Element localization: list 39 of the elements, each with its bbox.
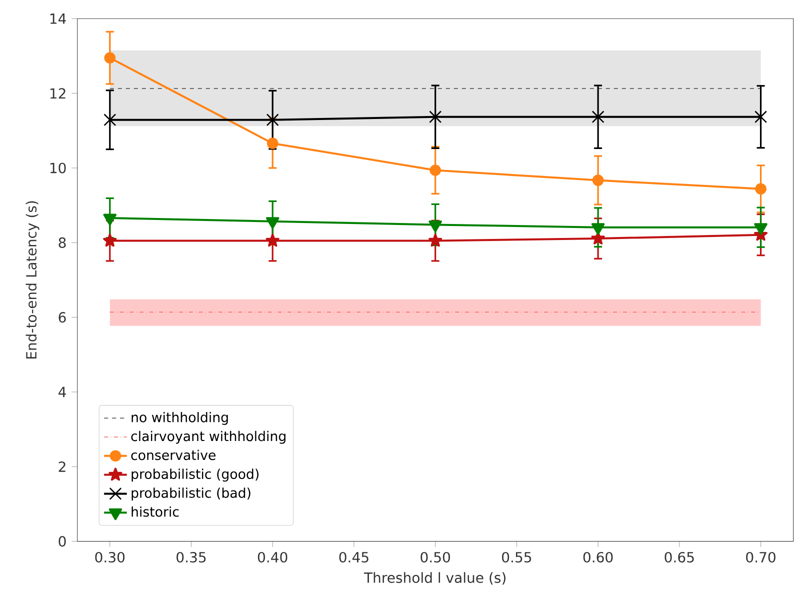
x-tick-label: 0.60 [583,552,613,563]
point [266,114,279,126]
x-tick-label: 0.55 [502,552,532,563]
y-tick-label: 4 [58,386,66,398]
y-tick-label: 10 [50,162,66,174]
legend-label: clairvoyant withholding [131,430,286,444]
x-tick-label: 0.70 [746,552,776,563]
point [266,138,278,150]
point [592,110,604,124]
y-tick-label: 8 [58,237,66,248]
point [428,234,442,247]
y-tick-label: 0 [58,536,66,547]
point [755,183,766,195]
x-tick-label: 0.50 [420,552,450,563]
x-tick-label: 0.35 [176,552,206,563]
x-tick-label: 0.45 [339,552,368,563]
point [104,52,116,64]
x-tick-label: 0.40 [258,552,288,563]
x-tick-label: 0.30 [95,552,125,563]
point [591,231,605,244]
point [754,110,768,124]
y-tick-label: 2 [58,461,66,472]
legend-label: conservative [131,450,216,460]
y-tick-label: 6 [58,312,66,323]
x-tick-label: 0.65 [664,552,694,563]
point [592,174,604,186]
point [266,234,280,247]
y-tick-label: 14 [50,14,66,24]
point [429,110,442,124]
point [430,164,441,176]
point [104,114,116,126]
legend-label: historic [132,506,179,517]
y-axis-title: End-to-end Latency (s) [26,201,40,359]
legend-label: no withholding [132,412,228,425]
point [103,234,117,247]
x-axis-title: Threshold l value (s) [364,572,506,585]
legend-label: probabilistic (good) [132,468,258,482]
y-tick-label: 12 [50,88,66,99]
legend-label: probabilistic (bad) [132,488,250,500]
